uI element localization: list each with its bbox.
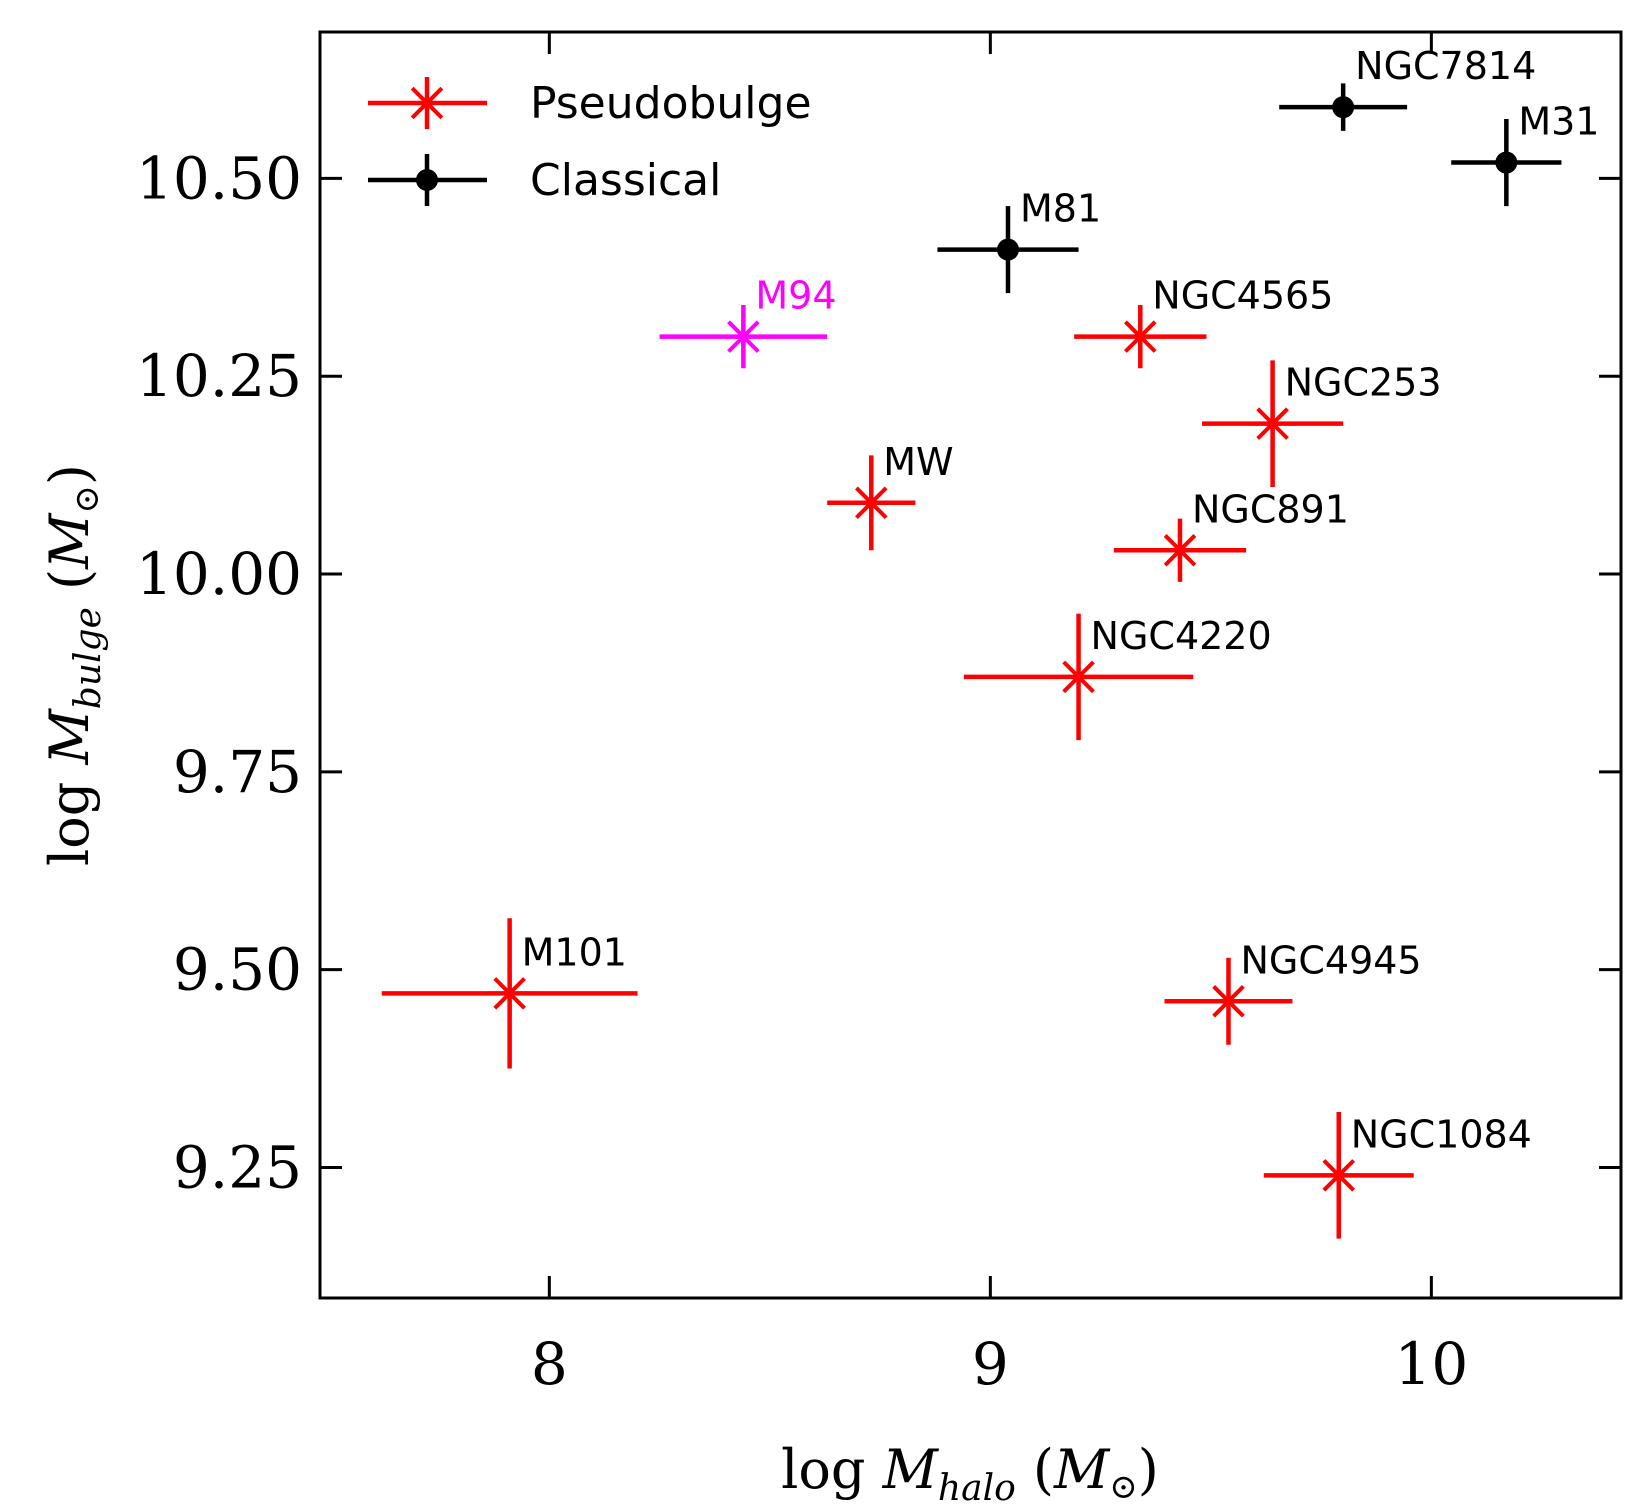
data-point: NGC4220 (963, 613, 1272, 741)
data-point: NGC891 (1113, 487, 1349, 582)
data-point: M101 (381, 918, 638, 1069)
x-tick-label: 9 (972, 1330, 1009, 1398)
point-label: NGC7814 (1355, 44, 1536, 88)
star-marker (1251, 402, 1294, 445)
y-tick-label: 10.00 (136, 540, 302, 608)
x-tick-label: 8 (531, 1330, 568, 1398)
star-marker (722, 315, 765, 358)
y-tick-label: 9.75 (173, 738, 302, 806)
star-marker (1207, 980, 1250, 1023)
data-point: M94 (659, 274, 837, 369)
data-point: NGC4945 (1164, 938, 1422, 1045)
y-tick-label: 9.50 (173, 936, 302, 1004)
point-label: NGC4945 (1240, 938, 1421, 982)
x-axis-label: log Mhalo (M⊙) (781, 1438, 1159, 1509)
point-label: NGC253 (1285, 361, 1442, 405)
data-point: M31 (1451, 100, 1599, 207)
point-label: M81 (1020, 187, 1101, 231)
x-tick-label: 10 (1394, 1330, 1468, 1398)
data-points: M94 NGC4565 NGC253 MW NGC891 NGC4220 M101 NGC49… (381, 44, 1599, 1239)
star-marker (1119, 315, 1162, 358)
point-label: M101 (522, 930, 627, 974)
legend-label: Classical (530, 155, 721, 206)
legend-entry: Pseudobulge (368, 77, 812, 129)
point-label: NGC4220 (1091, 614, 1272, 658)
star-marker (850, 481, 893, 524)
circle-marker (1495, 151, 1518, 174)
data-point: MW (827, 440, 954, 551)
circle-marker (996, 238, 1019, 261)
point-label: M94 (755, 274, 836, 318)
y-tick-label: 10.25 (136, 342, 302, 410)
star-marker (488, 972, 531, 1015)
circle-marker (1332, 96, 1355, 119)
point-label: NGC891 (1192, 487, 1349, 531)
point-label: M31 (1518, 100, 1599, 144)
star-marker (406, 82, 448, 124)
y-tick-label: 10.50 (136, 144, 302, 212)
point-label: MW (883, 440, 953, 484)
data-point: NGC253 (1202, 360, 1442, 487)
data-point: M81 (937, 187, 1101, 294)
legend-entry: Classical (368, 154, 721, 206)
legend: Pseudobulge Classical (368, 77, 812, 206)
star-marker (1317, 1154, 1360, 1197)
data-point: NGC1084 (1263, 1112, 1532, 1239)
data-point: NGC4565 (1074, 274, 1333, 369)
legend-label: Pseudobulge (530, 78, 812, 129)
y-tick-label: 9.25 (173, 1133, 302, 1201)
point-label: NGC1084 (1351, 1112, 1532, 1156)
plot-frame (318, 30, 1623, 1300)
star-marker (1057, 655, 1100, 698)
data-point: NGC7814 (1279, 44, 1536, 131)
star-marker (1158, 529, 1201, 572)
axis-ticks: 8 9 10 9.25 9.50 9.75 10.00 10.25 10.50 (136, 32, 1621, 1398)
y-axis-label: log Mbulge (M⊙) (38, 464, 109, 866)
point-label: NGC4565 (1152, 274, 1333, 318)
